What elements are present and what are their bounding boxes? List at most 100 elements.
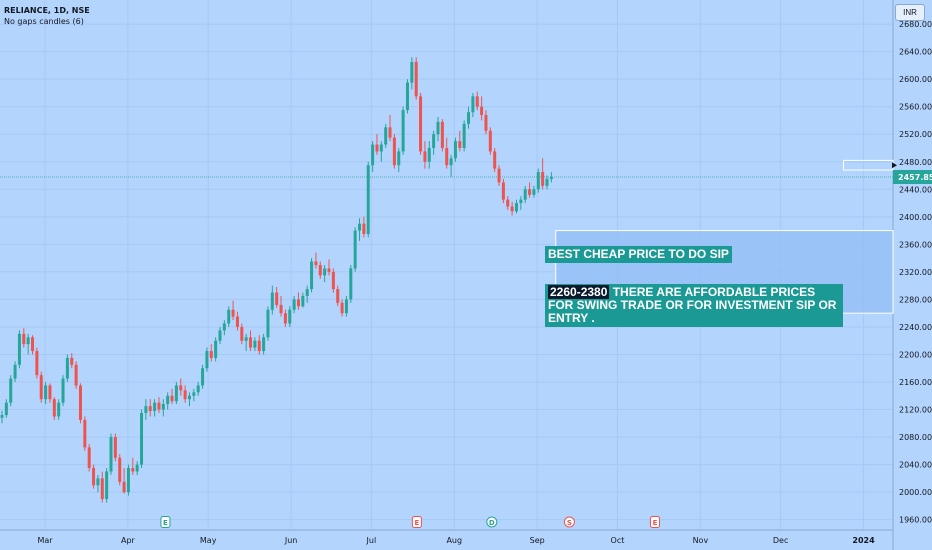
candle-body[interactable]	[305, 289, 309, 296]
candle-body[interactable]	[288, 309, 292, 324]
candle-body[interactable]	[170, 395, 174, 402]
candle-body[interactable]	[48, 385, 52, 400]
candle-body[interactable]	[214, 340, 218, 358]
candle-body[interactable]	[318, 265, 322, 276]
candle-body[interactable]	[310, 261, 314, 290]
candle-body[interactable]	[501, 182, 505, 200]
candle-body[interactable]	[506, 199, 510, 207]
candle-body[interactable]	[52, 399, 56, 417]
candle-body[interactable]	[144, 406, 148, 413]
candle-body[interactable]	[262, 337, 266, 352]
candle-body[interactable]	[57, 402, 61, 417]
candle-body[interactable]	[405, 82, 409, 111]
candle-body[interactable]	[122, 481, 126, 493]
candle-body[interactable]	[96, 478, 100, 486]
candle-body[interactable]	[196, 385, 200, 393]
candle-body[interactable]	[353, 230, 357, 269]
candle-body[interactable]	[31, 337, 35, 352]
candle-body[interactable]	[13, 364, 17, 379]
candle-body[interactable]	[541, 172, 545, 186]
candle-body[interactable]	[427, 147, 431, 162]
candle-body[interactable]	[366, 165, 370, 235]
candle-body[interactable]	[528, 189, 532, 195]
candle-body[interactable]	[131, 468, 135, 472]
candle-body[interactable]	[244, 337, 248, 341]
candle-body[interactable]	[414, 61, 418, 97]
candle-body[interactable]	[65, 357, 69, 379]
annotation-best-price[interactable]: BEST CHEAP PRICE TO DO SIP	[545, 246, 732, 263]
candle-body[interactable]	[532, 189, 536, 195]
candle-body[interactable]	[497, 168, 501, 183]
candle-body[interactable]	[35, 351, 39, 376]
candle-body[interactable]	[44, 385, 48, 400]
candle-body[interactable]	[283, 313, 287, 324]
candle-body[interactable]	[179, 385, 183, 391]
candle-body[interactable]	[70, 357, 74, 365]
candle-body[interactable]	[449, 158, 453, 166]
candle-body[interactable]	[331, 271, 335, 290]
candle-body[interactable]	[467, 112, 471, 124]
candle-body[interactable]	[257, 340, 261, 352]
candle-body[interactable]	[419, 96, 423, 152]
candle-body[interactable]	[327, 268, 331, 272]
candle-body[interactable]	[222, 323, 226, 331]
candle-body[interactable]	[344, 299, 348, 314]
candle-body[interactable]	[323, 268, 327, 276]
candle-body[interactable]	[510, 206, 514, 212]
candle-body[interactable]	[423, 151, 427, 162]
candle-body[interactable]	[87, 447, 91, 469]
candle-body[interactable]	[545, 178, 549, 186]
candle-body[interactable]	[397, 151, 401, 166]
candle-body[interactable]	[92, 468, 96, 486]
candle-body[interactable]	[275, 292, 279, 305]
candle-body[interactable]	[453, 141, 457, 159]
candle-body[interactable]	[61, 378, 65, 403]
candle-body[interactable]	[401, 110, 405, 152]
candle-body[interactable]	[388, 127, 392, 138]
candle-body[interactable]	[410, 61, 414, 83]
candle-body[interactable]	[209, 351, 213, 358]
candle-body[interactable]	[157, 402, 161, 410]
candle-body[interactable]	[440, 121, 444, 148]
candle-body[interactable]	[362, 223, 366, 235]
candle-body[interactable]	[375, 144, 379, 152]
candle-body[interactable]	[266, 309, 270, 338]
candle-body[interactable]	[135, 464, 139, 472]
candle-body[interactable]	[475, 96, 479, 107]
candle-body[interactable]	[4, 402, 8, 416]
candle-body[interactable]	[39, 375, 43, 400]
candle-body[interactable]	[340, 302, 344, 314]
candle-body[interactable]	[192, 392, 196, 396]
candle-body[interactable]	[493, 151, 497, 169]
earnings-event-icon[interactable]	[160, 516, 171, 528]
candle-body[interactable]	[458, 141, 462, 148]
candle-body[interactable]	[384, 127, 388, 145]
candle-body[interactable]	[253, 340, 257, 348]
candle-body[interactable]	[187, 395, 191, 400]
candle-body[interactable]	[488, 130, 492, 152]
candle-body[interactable]	[74, 364, 78, 386]
candle-body[interactable]	[536, 172, 540, 190]
candle-body[interactable]	[148, 406, 152, 411]
candle-body[interactable]	[174, 385, 178, 402]
candle-body[interactable]	[161, 404, 165, 410]
candle-body[interactable]	[549, 176, 553, 179]
candle-body[interactable]	[140, 412, 144, 465]
candle-body[interactable]	[227, 309, 231, 324]
candle-body[interactable]	[314, 261, 318, 265]
candle-body[interactable]	[166, 395, 170, 405]
candle-body[interactable]	[235, 316, 239, 327]
candle-body[interactable]	[218, 330, 222, 341]
candle-body[interactable]	[480, 106, 484, 115]
candle-body[interactable]	[296, 299, 300, 307]
candle-body[interactable]	[484, 114, 488, 131]
candle-body[interactable]	[22, 333, 26, 345]
candle-body[interactable]	[201, 368, 205, 386]
candle-body[interactable]	[26, 337, 30, 345]
candle-body[interactable]	[514, 203, 518, 212]
candle-body[interactable]	[349, 268, 353, 300]
candle-body[interactable]	[83, 419, 87, 448]
candle-body[interactable]	[9, 378, 13, 403]
candle-body[interactable]	[100, 478, 104, 500]
